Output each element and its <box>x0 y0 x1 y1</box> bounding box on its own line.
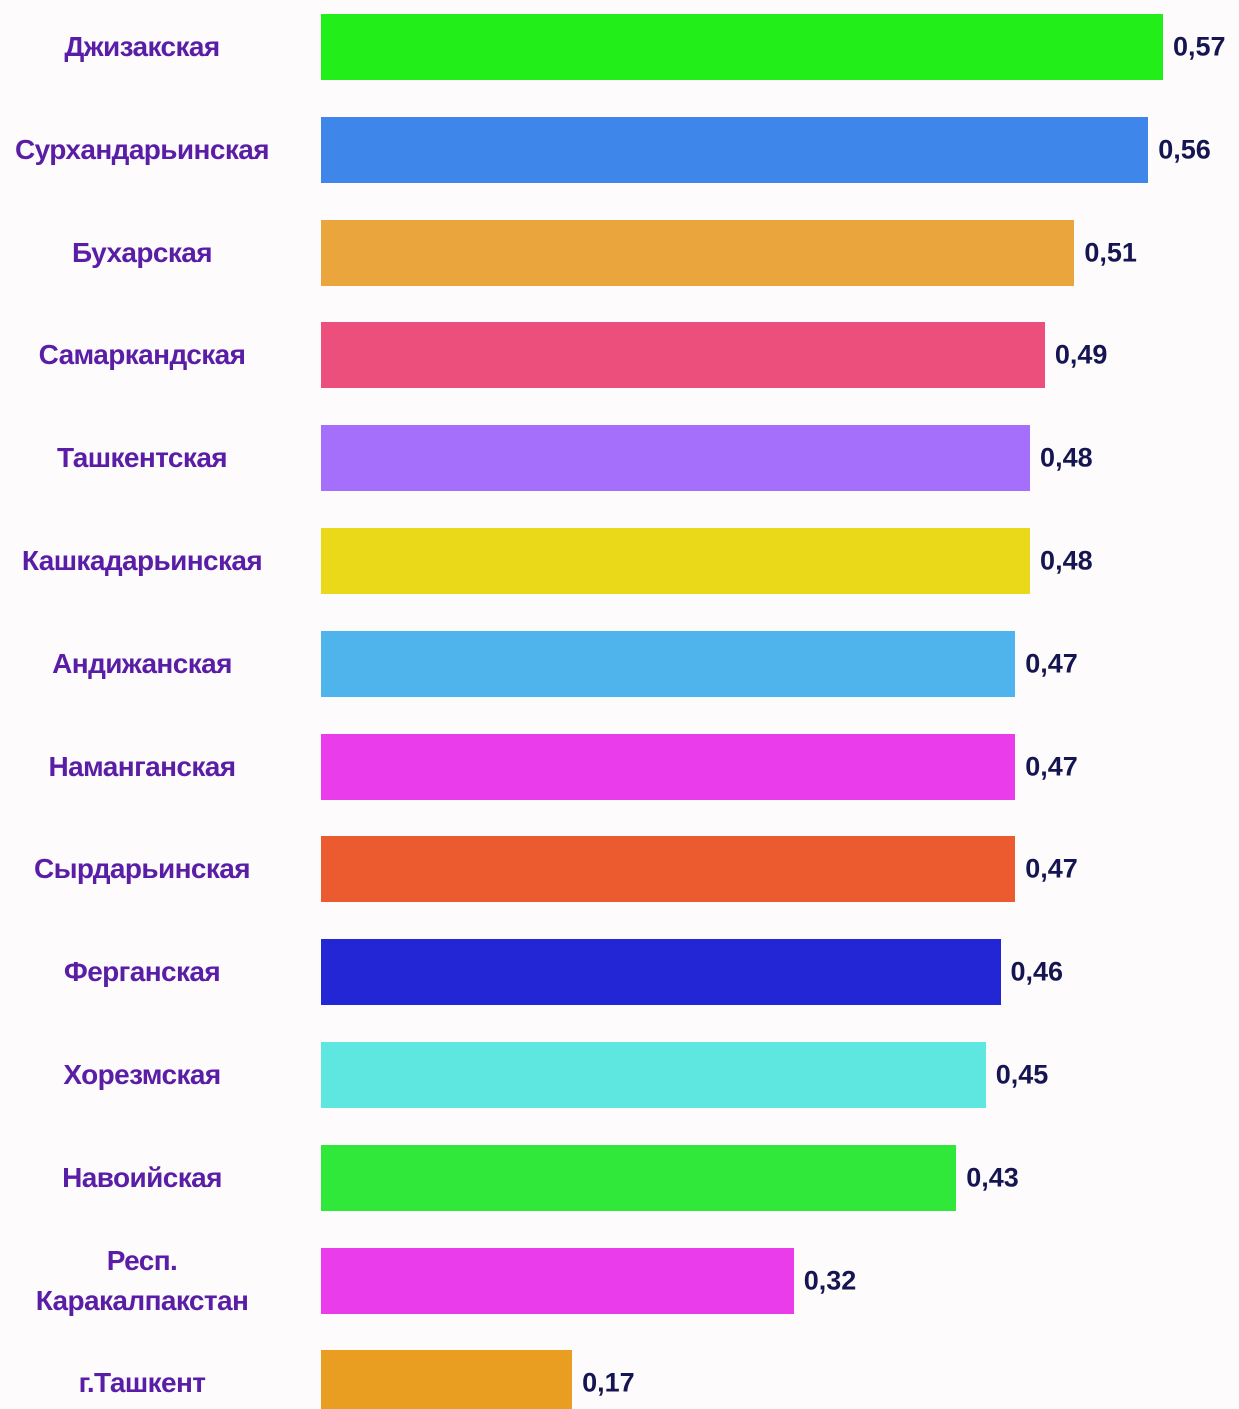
category-label: г.Ташкент <box>78 1367 206 1399</box>
value-label: 0,56 <box>1158 134 1211 165</box>
bar <box>321 116 1149 183</box>
category-label: Наманганская <box>48 750 236 782</box>
value-label: 0,47 <box>1025 853 1078 884</box>
value-label: 0,57 <box>1173 31 1226 62</box>
category-label: Навоийская <box>62 1161 222 1193</box>
value-label: 0,17 <box>582 1367 635 1398</box>
value-label: 0,48 <box>1040 545 1093 576</box>
bar <box>321 836 1016 903</box>
value-label: 0,46 <box>1010 956 1064 987</box>
bar <box>321 1042 986 1108</box>
bar <box>321 322 1045 389</box>
value-label: 0,47 <box>1025 648 1078 679</box>
bar <box>321 14 1163 80</box>
bar <box>321 1350 573 1409</box>
bar <box>321 1247 794 1314</box>
category-label: Джизакская <box>64 31 220 62</box>
value-label: 0,45 <box>995 1059 1049 1090</box>
category-label: Сырдарьинская <box>33 853 251 885</box>
category-label: Бухарская <box>71 236 213 268</box>
value-label: 0,48 <box>1040 442 1093 473</box>
value-label: 0,43 <box>966 1162 1019 1193</box>
bar <box>321 939 1001 1006</box>
category-label: Ташкентская <box>56 442 228 474</box>
bar <box>321 528 1031 594</box>
bar <box>321 733 1016 800</box>
category-label: Хорезмская <box>63 1059 221 1090</box>
category-label: Кашкадарьинская <box>21 545 263 576</box>
bar <box>321 1144 957 1211</box>
category-label: Андижанская <box>52 647 232 679</box>
category-label: Респ. Каракалпакстан <box>35 1244 249 1316</box>
bar <box>321 219 1075 286</box>
bar <box>321 630 1016 697</box>
value-label: 0,32 <box>803 1265 857 1296</box>
category-label: Самаркандская <box>38 339 246 371</box>
value-label: 0,47 <box>1025 751 1078 782</box>
bar <box>321 425 1031 492</box>
category-label: Сурхандарьинская <box>15 133 270 165</box>
value-label: 0,51 <box>1084 237 1137 268</box>
category-label: Ферганская <box>63 956 221 988</box>
value-label: 0,49 <box>1054 339 1108 370</box>
